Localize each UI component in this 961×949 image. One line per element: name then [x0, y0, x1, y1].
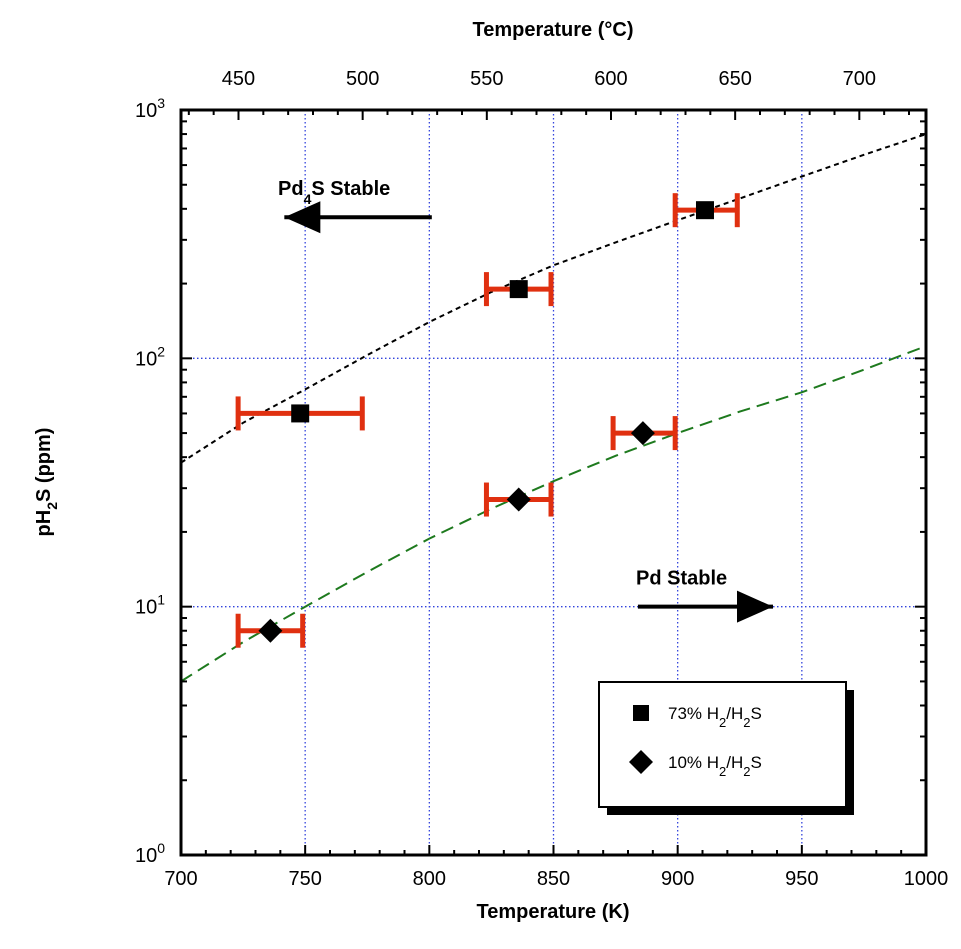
legend: 73% H2/H2S 10% H2/H2S	[598, 681, 854, 815]
x-tick-label: 900	[661, 868, 694, 890]
y-tick-label: 103	[135, 95, 165, 122]
y-tick-label: 102	[135, 343, 165, 370]
grid-lines	[181, 110, 926, 855]
axis-ticks	[180, 110, 927, 856]
square-marker	[509, 280, 528, 299]
legend-label-1: 73% H2/H2S	[668, 704, 762, 730]
x-tick-label: 950	[785, 868, 818, 890]
top-x-tick-label: 550	[470, 68, 503, 90]
top-x-axis-title: Temperature (°C)	[473, 19, 634, 41]
model-curve-1	[180, 133, 927, 464]
top-x-tick-labels: 450 500 550 600 650 700	[222, 68, 876, 90]
y-axis-title: pH2S (ppm)	[33, 428, 60, 537]
top-x-tick-label: 650	[718, 68, 751, 90]
top-x-tick-label: 500	[346, 68, 379, 90]
top-x-tick-label: 450	[222, 68, 255, 90]
y-axis-title-text: pH2S (ppm)	[33, 428, 60, 537]
y-tick-label: 100	[135, 840, 165, 867]
diamond-marker	[630, 421, 655, 446]
x-tick-label: 1000	[904, 868, 949, 890]
x-tick-label: 850	[537, 868, 570, 890]
legend-square-icon	[633, 705, 649, 721]
annotation-label-1: Pd4S Stable	[278, 178, 390, 207]
legend-diamond-icon	[629, 750, 653, 774]
diamond-marker	[258, 618, 283, 643]
x-tick-label: 700	[164, 868, 197, 890]
model-curve-2	[180, 345, 927, 683]
diamond-marker	[506, 487, 531, 512]
x-tick-label: 750	[288, 868, 321, 890]
top-x-tick-label: 600	[594, 68, 627, 90]
square-marker	[695, 201, 714, 220]
x-axis-title: Temperature (K)	[477, 901, 630, 923]
x-tick-label: 800	[413, 868, 446, 890]
bottom-x-tick-labels: 700 750 800 850 900 950 1000	[164, 868, 948, 890]
data-markers	[258, 201, 714, 643]
square-marker	[291, 404, 310, 423]
model-curves	[180, 133, 927, 683]
annotations: Pd4S Stable Pd Stable	[278, 178, 773, 623]
annotation-label-2: Pd Stable	[636, 568, 727, 590]
top-x-tick-label: 700	[843, 68, 876, 90]
legend-box	[598, 681, 847, 808]
y-tick-labels: 100 101 102 103	[135, 95, 165, 867]
y-tick-label: 101	[135, 592, 165, 619]
legend-label-2: 10% H2/H2S	[668, 753, 762, 779]
